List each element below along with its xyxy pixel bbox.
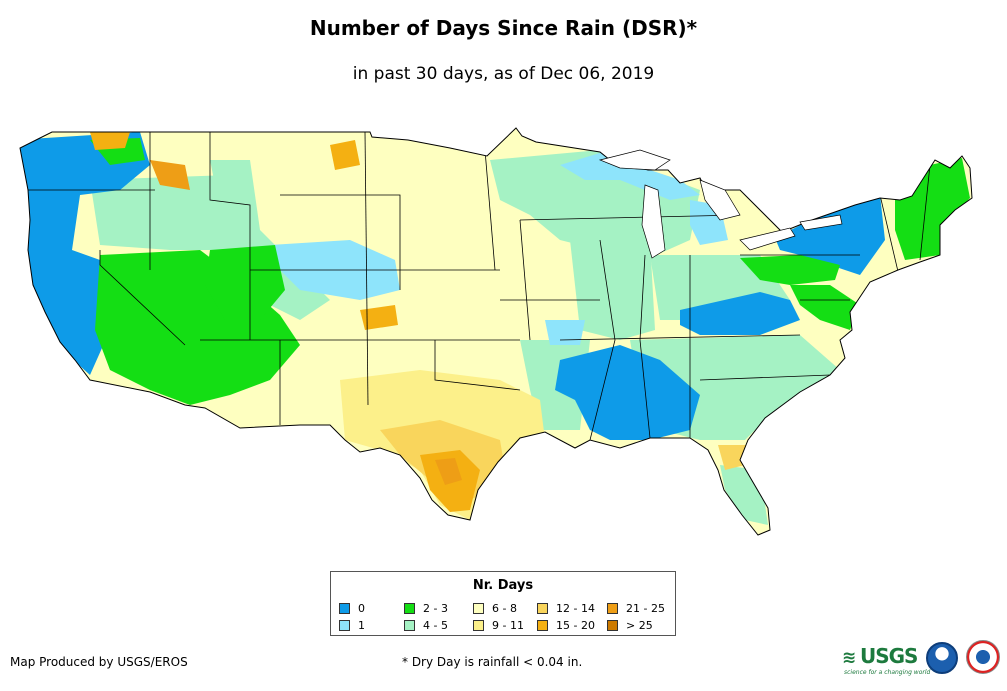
region-4-5-mississippi xyxy=(570,240,655,340)
region-15-20-colorado xyxy=(360,305,398,330)
lake-michigan xyxy=(641,184,666,259)
region-21-25-texas xyxy=(435,458,462,485)
noaa-logo-icon xyxy=(926,642,958,674)
region-2-3-pa xyxy=(740,255,840,285)
legend-label: 2 - 3 xyxy=(423,601,448,615)
map-title: Number of Days Since Rain (DSR)* xyxy=(309,16,698,40)
region-1-missouri-south xyxy=(545,320,585,345)
legend-swatch xyxy=(537,602,548,614)
agency-logos: ≋ USGS science for a changing world xyxy=(842,638,1004,684)
legend-swatch xyxy=(339,619,350,631)
legend-title: Nr. Days xyxy=(472,578,534,593)
legend-swatch xyxy=(607,619,618,631)
legend-swatch xyxy=(404,619,415,631)
state-borders xyxy=(20,131,931,441)
legend-item: 9 - 11 xyxy=(473,618,524,632)
lake-huron xyxy=(699,179,741,221)
legend-swatch xyxy=(404,602,415,614)
legend-swatch xyxy=(473,619,484,631)
lake-ontario xyxy=(799,214,843,231)
legend-swatch xyxy=(339,602,350,614)
legend: Nr. Days 0 1 2 - 3 4 - 5 6 - 8 9 - 11 12… xyxy=(330,571,676,636)
usgs-tagline: science for a changing world xyxy=(844,669,931,676)
legend-swatch xyxy=(473,602,484,614)
region-0-pacific xyxy=(20,132,150,375)
legend-label: 1 xyxy=(358,618,365,632)
legend-swatch xyxy=(607,602,618,614)
region-1-great-lakes xyxy=(560,150,700,200)
map-subtitle: in past 30 days, as of Dec 06, 2019 xyxy=(352,64,655,84)
legend-item: 4 - 5 xyxy=(404,618,448,632)
legend-label: > 25 xyxy=(626,618,653,632)
usgs-logo: ≋ USGS science for a changing world xyxy=(842,642,930,676)
legend-label: 15 - 20 xyxy=(556,618,595,632)
legend-item: 0 xyxy=(339,601,365,615)
region-12-14-florida xyxy=(718,445,748,470)
dry-day-footnote: * Dry Day is rainfall < 0.04 in. xyxy=(402,655,583,669)
legend-item: 6 - 8 xyxy=(473,601,517,615)
legend-label: 0 xyxy=(358,601,365,615)
lake-superior xyxy=(598,149,671,171)
nws-logo-icon xyxy=(966,640,1000,674)
legend-label: 21 - 25 xyxy=(626,601,665,615)
region-2-3-colorado-plateau xyxy=(205,245,285,320)
us-outline xyxy=(19,127,973,536)
legend-label: 4 - 5 xyxy=(423,618,448,632)
region-2-3-new-england xyxy=(895,158,970,260)
legend-label: 6 - 8 xyxy=(492,601,517,615)
legend-item: 1 xyxy=(339,618,365,632)
region-15-20-montana xyxy=(330,140,360,170)
map-credit: Map Produced by USGS/EROS xyxy=(10,655,188,669)
region-15-20-idaho xyxy=(90,132,130,150)
legend-item: 15 - 20 xyxy=(537,618,595,632)
legend-item: 21 - 25 xyxy=(607,601,665,615)
region-0-tennessee xyxy=(680,292,800,335)
legend-swatch xyxy=(537,619,548,631)
region-21-25-montana xyxy=(150,160,190,190)
lake-erie xyxy=(739,227,796,251)
legend-label: 9 - 11 xyxy=(492,618,524,632)
region-0-south xyxy=(555,345,700,440)
region-2-3-mid-atlantic xyxy=(790,285,860,330)
legend-item: > 25 xyxy=(607,618,653,632)
usgs-logo-text: USGS xyxy=(860,644,918,668)
legend-item: 12 - 14 xyxy=(537,601,595,615)
legend-label: 12 - 14 xyxy=(556,601,595,615)
usgs-wave-icon: ≋ xyxy=(842,648,857,668)
legend-item: 2 - 3 xyxy=(404,601,448,615)
